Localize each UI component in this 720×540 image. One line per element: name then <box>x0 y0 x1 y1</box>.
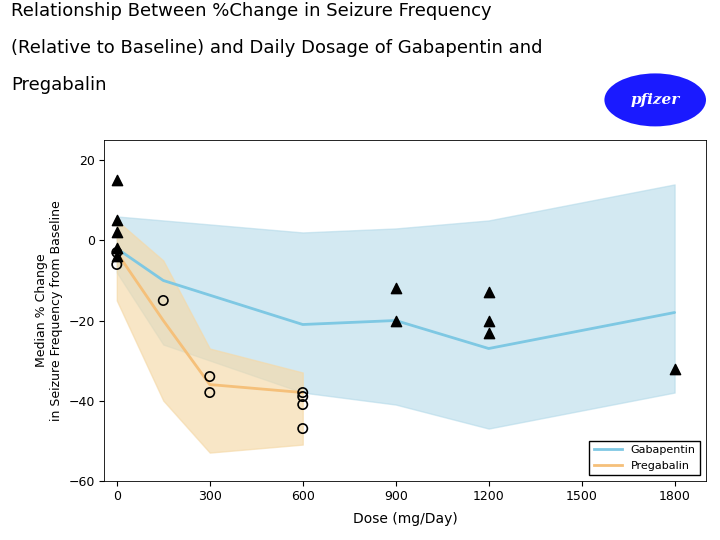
Text: (Relative to Baseline) and Daily Dosage of Gabapentin and: (Relative to Baseline) and Daily Dosage … <box>11 39 542 57</box>
Text: Pregabalin: Pregabalin <box>11 76 107 94</box>
Point <box>111 252 122 261</box>
Point <box>111 244 122 253</box>
Point <box>297 392 308 401</box>
Point <box>297 400 308 409</box>
Point <box>297 388 308 397</box>
Point <box>390 316 402 325</box>
Legend: Gabapentin, Pregabalin: Gabapentin, Pregabalin <box>590 441 700 475</box>
Point <box>297 424 308 433</box>
Y-axis label: Median % Change
in Seizure Frequency from Baseline: Median % Change in Seizure Frequency fro… <box>35 200 63 421</box>
Point <box>111 260 122 269</box>
Point <box>390 284 402 293</box>
Point <box>204 388 215 397</box>
Ellipse shape <box>603 72 707 127</box>
Text: Relationship Between %Change in Seizure Frequency: Relationship Between %Change in Seizure … <box>11 2 492 20</box>
Point <box>483 288 495 297</box>
Point <box>669 364 680 373</box>
Point <box>111 228 122 237</box>
Point <box>483 328 495 337</box>
Point <box>204 372 215 381</box>
Point <box>111 248 122 257</box>
Text: pfizer: pfizer <box>631 93 680 107</box>
Point <box>483 316 495 325</box>
Point <box>111 216 122 225</box>
Point <box>111 176 122 185</box>
Point <box>158 296 169 305</box>
X-axis label: Dose (mg/Day): Dose (mg/Day) <box>353 512 457 525</box>
